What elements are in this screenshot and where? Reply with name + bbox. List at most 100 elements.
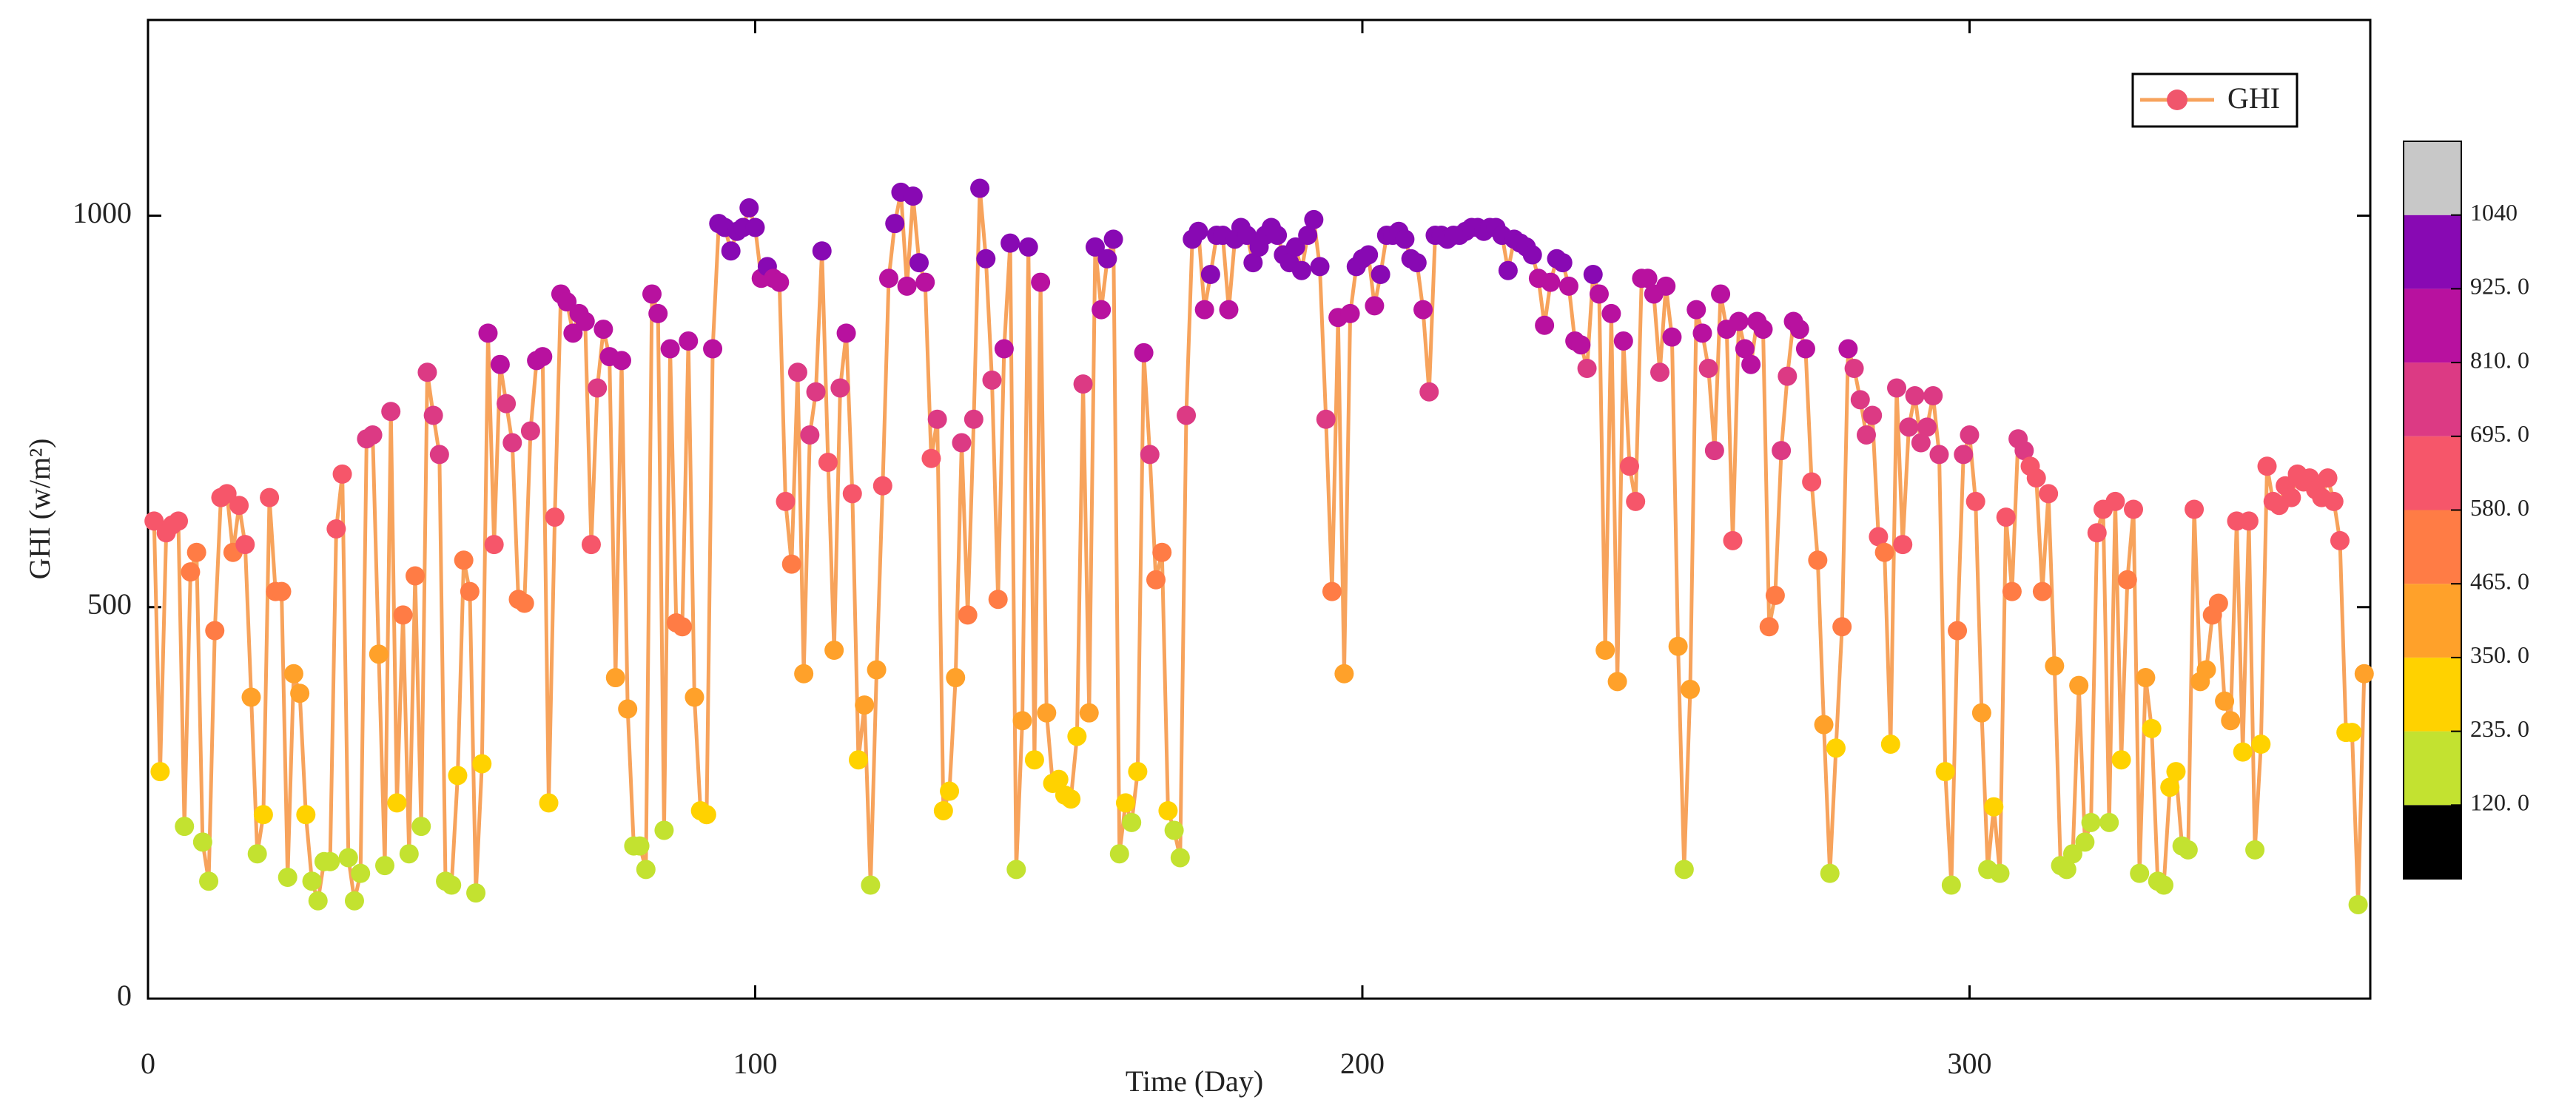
point	[2330, 530, 2350, 550]
point	[1668, 636, 1688, 656]
point	[605, 668, 625, 688]
point	[217, 484, 237, 504]
point	[1140, 445, 1160, 465]
point	[2075, 832, 2095, 852]
point	[933, 800, 953, 820]
point	[1662, 327, 1682, 347]
point	[363, 425, 383, 445]
point	[1085, 237, 1105, 257]
point	[1723, 530, 1743, 550]
point	[1869, 527, 1889, 547]
colorbar-tick-label: 580. 0	[2470, 494, 2529, 521]
point	[872, 476, 892, 496]
point	[1899, 417, 1919, 437]
point	[1535, 315, 1555, 335]
point	[2281, 487, 2301, 507]
plot-frame	[147, 18, 2372, 1000]
point	[903, 186, 923, 206]
point	[2099, 812, 2119, 832]
point	[2130, 863, 2150, 883]
point	[1037, 703, 1057, 723]
point	[1650, 362, 1670, 382]
point	[1601, 303, 1621, 323]
point	[545, 507, 565, 527]
point	[2087, 523, 2107, 543]
point	[406, 566, 426, 586]
point	[915, 272, 935, 292]
point	[593, 320, 613, 340]
point	[1832, 617, 1852, 637]
x-tick-label: 300	[1947, 1047, 1991, 1080]
point	[460, 581, 480, 601]
point	[1419, 382, 1439, 402]
point	[1067, 726, 1087, 746]
colorbar-tick-label: 925. 0	[2470, 273, 2529, 300]
point	[1237, 226, 1257, 246]
colorbar-segment	[2404, 288, 2461, 363]
point	[806, 382, 826, 402]
point	[429, 445, 449, 465]
point	[442, 875, 462, 895]
point	[205, 621, 225, 641]
point	[533, 347, 553, 367]
point	[927, 409, 947, 429]
point	[1923, 386, 1943, 406]
point	[1954, 445, 1974, 465]
point	[199, 871, 219, 891]
point	[1310, 257, 1330, 277]
point	[1164, 820, 1184, 840]
point	[247, 844, 267, 864]
colorbar-tick-label: 810. 0	[2470, 346, 2529, 373]
point	[1049, 769, 1069, 789]
point	[484, 535, 504, 555]
point	[369, 644, 389, 664]
point	[636, 860, 656, 880]
point	[2032, 581, 2052, 601]
point	[2136, 668, 2156, 688]
colorbar-segment	[2404, 215, 2461, 289]
point	[1893, 535, 1913, 555]
point	[739, 198, 759, 218]
colorbar-tick-label: 465. 0	[2470, 568, 2529, 595]
point	[478, 323, 498, 343]
point	[175, 817, 195, 837]
point	[417, 362, 437, 382]
x-tick-label: 200	[1340, 1047, 1385, 1080]
point	[964, 409, 983, 429]
point	[1031, 272, 1051, 292]
point	[1692, 323, 1712, 343]
point	[1838, 339, 1858, 359]
point	[1887, 378, 1907, 398]
point	[539, 793, 559, 813]
y-tick-label: 1000	[73, 196, 132, 229]
point	[1844, 358, 1864, 378]
point	[1595, 641, 1615, 661]
point	[1024, 750, 1044, 770]
x-tick-label: 100	[733, 1047, 777, 1080]
point	[2208, 593, 2228, 613]
point	[824, 641, 844, 661]
point	[278, 867, 297, 887]
point	[2002, 581, 2022, 601]
point	[1359, 245, 1379, 265]
point	[1092, 300, 1112, 320]
point	[1304, 209, 1324, 229]
point	[994, 339, 1014, 359]
point	[770, 272, 790, 292]
point	[2057, 860, 2076, 880]
point	[855, 695, 875, 715]
point	[308, 891, 328, 911]
x-axis-label: Time (Day)	[1126, 1064, 1263, 1098]
point	[381, 402, 401, 422]
point	[1589, 284, 1609, 304]
colorbar-segment	[2404, 141, 2461, 215]
point	[374, 856, 394, 876]
point	[344, 891, 364, 911]
point	[1863, 405, 1883, 425]
point	[1498, 260, 1518, 280]
point	[885, 214, 905, 234]
point	[660, 339, 680, 359]
colorbar-segment	[2404, 362, 2461, 436]
point	[1012, 711, 1032, 731]
